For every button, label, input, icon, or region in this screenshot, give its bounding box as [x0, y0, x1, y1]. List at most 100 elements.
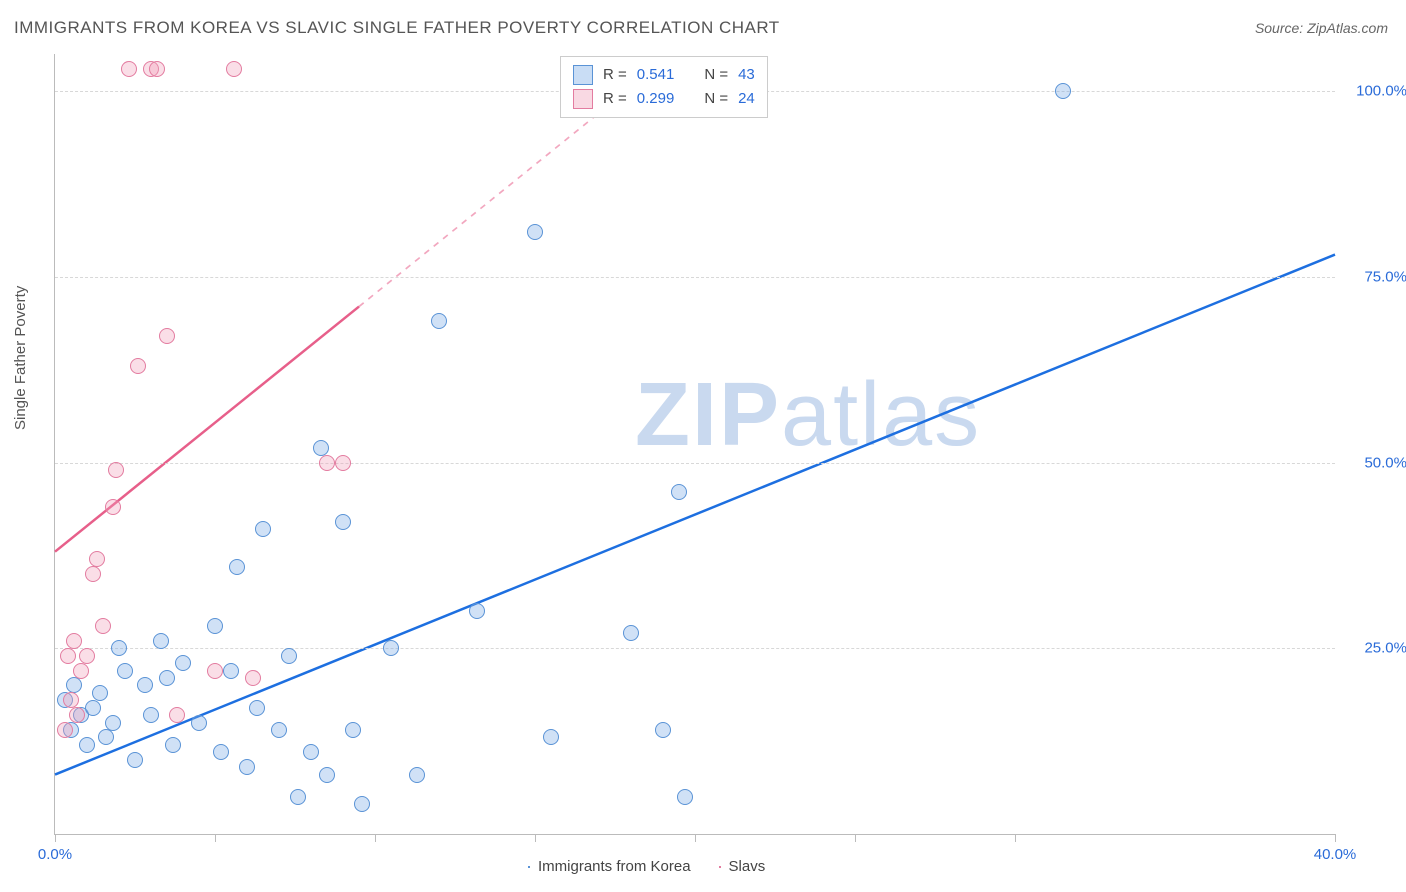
swatch-slavs-icon	[573, 89, 593, 109]
marker-slavs	[319, 455, 335, 471]
marker-slavs	[121, 61, 137, 77]
marker-korea	[281, 648, 297, 664]
marker-korea	[175, 655, 191, 671]
marker-korea	[249, 700, 265, 716]
x-tick	[535, 834, 536, 842]
marker-korea	[255, 521, 271, 537]
stats-n-label: N =	[704, 63, 728, 87]
marker-slavs	[73, 663, 89, 679]
marker-korea	[335, 514, 351, 530]
marker-slavs	[159, 328, 175, 344]
marker-korea	[655, 722, 671, 738]
stats-r-label: R =	[603, 87, 627, 111]
legend-swatch-korea-icon	[528, 866, 530, 868]
marker-slavs	[245, 670, 261, 686]
marker-korea	[137, 677, 153, 693]
stats-r-value: 0.541	[637, 63, 675, 87]
marker-korea	[111, 640, 127, 656]
marker-slavs	[169, 707, 185, 723]
stats-n-value: 24	[738, 87, 755, 111]
marker-korea	[313, 440, 329, 456]
marker-korea	[345, 722, 361, 738]
x-tick	[855, 834, 856, 842]
marker-slavs	[60, 648, 76, 664]
marker-korea	[213, 744, 229, 760]
marker-slavs	[335, 455, 351, 471]
stats-n-value: 43	[738, 63, 755, 87]
marker-slavs	[63, 692, 79, 708]
marker-slavs	[95, 618, 111, 634]
marker-slavs	[108, 462, 124, 478]
x-tick	[375, 834, 376, 842]
x-tick	[1335, 834, 1336, 842]
x-tick-label: 0.0%	[38, 846, 72, 863]
y-tick-label: 100.0%	[1343, 83, 1406, 100]
marker-korea	[671, 484, 687, 500]
legend-item-korea: Immigrants from Korea	[528, 858, 691, 875]
legend-label: Immigrants from Korea	[538, 858, 691, 875]
chart-title: IMMIGRANTS FROM KOREA VS SLAVIC SINGLE F…	[14, 18, 780, 38]
marker-slavs	[85, 566, 101, 582]
marker-slavs	[66, 633, 82, 649]
marker-korea	[105, 715, 121, 731]
marker-korea	[409, 767, 425, 783]
marker-korea	[527, 224, 543, 240]
x-tick	[695, 834, 696, 842]
marker-korea	[623, 625, 639, 641]
marker-slavs	[79, 648, 95, 664]
source-credit: Source: ZipAtlas.com	[1255, 20, 1388, 36]
y-tick-label: 50.0%	[1343, 454, 1406, 471]
y-tick-label: 75.0%	[1343, 268, 1406, 285]
swatch-korea-icon	[573, 65, 593, 85]
bottom-legend: Immigrants from Korea Slavs	[528, 858, 765, 875]
marker-slavs	[149, 61, 165, 77]
plot-area: ZIPatlas 25.0%50.0%75.0%100.0%0.0%40.0%	[54, 54, 1335, 835]
marker-korea	[223, 663, 239, 679]
marker-korea	[143, 707, 159, 723]
marker-slavs	[105, 499, 121, 515]
gridline-h	[55, 648, 1335, 649]
marker-korea	[469, 603, 485, 619]
marker-korea	[117, 663, 133, 679]
stats-n-label: N =	[704, 87, 728, 111]
marker-slavs	[207, 663, 223, 679]
marker-korea	[127, 752, 143, 768]
x-tick	[215, 834, 216, 842]
gridline-h	[55, 463, 1335, 464]
marker-korea	[677, 789, 693, 805]
marker-korea	[66, 677, 82, 693]
marker-korea	[319, 767, 335, 783]
legend-label: Slavs	[729, 858, 766, 875]
stats-r-label: R =	[603, 63, 627, 87]
marker-korea	[207, 618, 223, 634]
marker-korea	[543, 729, 559, 745]
y-axis-label: Single Father Poverty	[12, 286, 29, 430]
marker-korea	[92, 685, 108, 701]
gridline-h	[55, 277, 1335, 278]
marker-korea	[79, 737, 95, 753]
stats-row-korea: R = 0.541 N = 43	[573, 63, 755, 87]
trend-lines	[55, 54, 1335, 834]
stats-legend-box: R = 0.541 N = 43 R = 0.299 N = 24	[560, 56, 768, 118]
marker-korea	[165, 737, 181, 753]
marker-slavs	[89, 551, 105, 567]
marker-korea	[159, 670, 175, 686]
marker-korea	[191, 715, 207, 731]
x-tick	[1015, 834, 1016, 842]
legend-swatch-slavs-icon	[719, 866, 721, 868]
marker-slavs	[69, 707, 85, 723]
marker-korea	[239, 759, 255, 775]
stats-r-value: 0.299	[637, 87, 675, 111]
marker-korea	[303, 744, 319, 760]
marker-korea	[271, 722, 287, 738]
marker-korea	[431, 313, 447, 329]
legend-item-slavs: Slavs	[719, 858, 766, 875]
marker-korea	[354, 796, 370, 812]
marker-korea	[290, 789, 306, 805]
x-tick-label: 40.0%	[1314, 846, 1357, 863]
marker-korea	[85, 700, 101, 716]
marker-korea	[383, 640, 399, 656]
marker-slavs	[57, 722, 73, 738]
marker-korea	[229, 559, 245, 575]
marker-korea	[1055, 83, 1071, 99]
